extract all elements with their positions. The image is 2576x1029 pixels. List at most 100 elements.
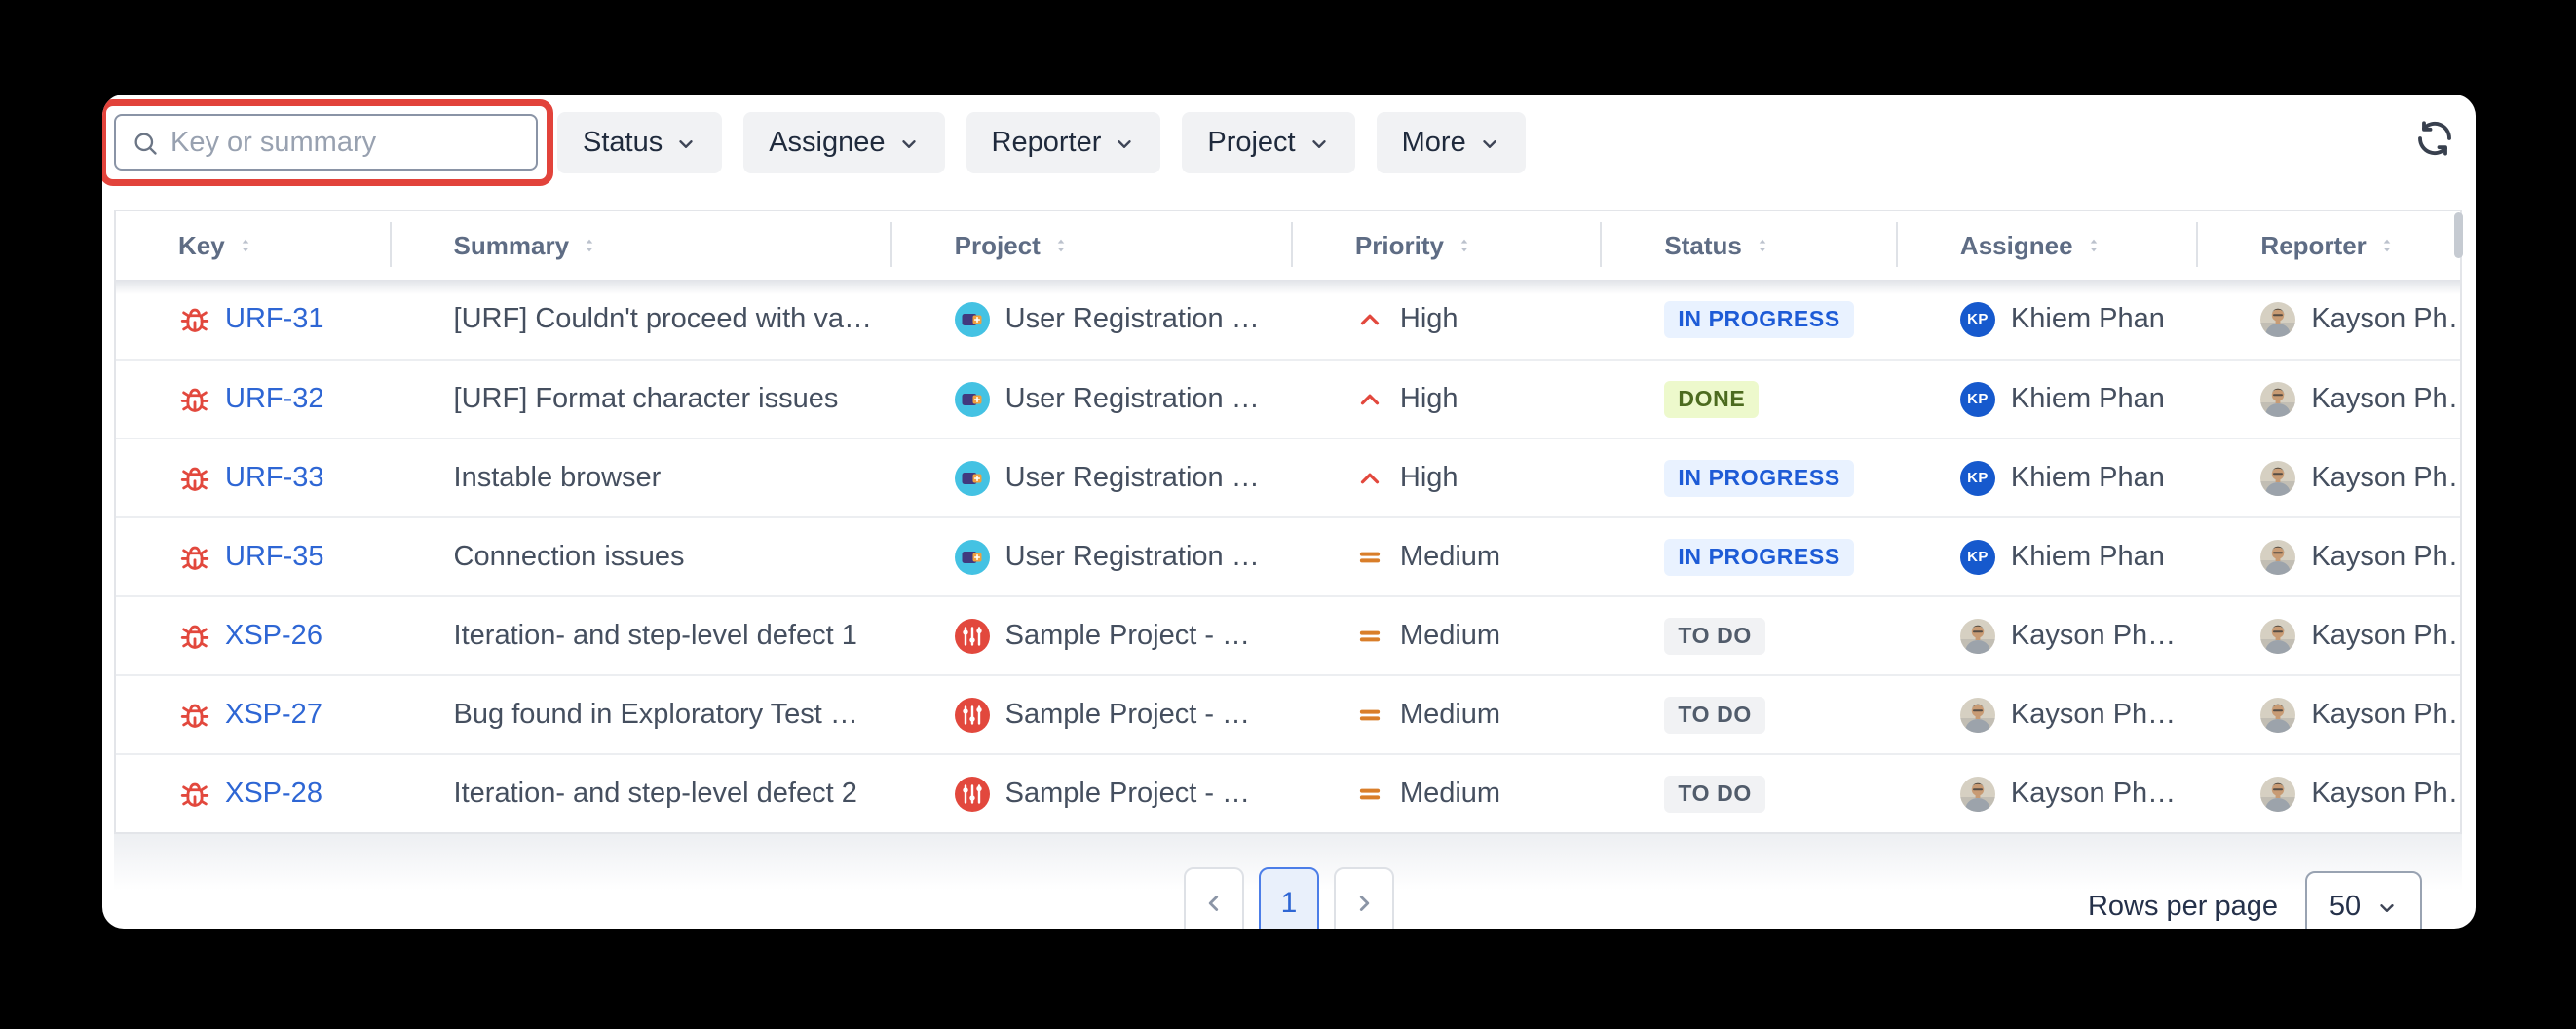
priority-medium-icon [1355,543,1384,572]
issue-navigator-panel: Status Assignee Reporter Project More [102,95,2476,929]
reporter-name: Kayson Ph… [2311,303,2458,334]
reporter-avatar [2260,382,2295,417]
project-avatar-sample-project-icon [955,777,990,812]
project-avatar-user-registration-icon [955,382,990,417]
sort-icon [2085,237,2102,254]
search-input[interactable] [170,116,531,169]
project-avatar-user-registration-icon [955,461,990,496]
priority-label: Medium [1399,541,1501,572]
status-badge: IN PROGRESS [1664,300,1854,338]
filter-assignee-button[interactable]: Assignee [743,112,945,173]
filter-reporter-button[interactable]: Reporter [966,112,1161,173]
table-row[interactable]: URF-35 Connection issues User Registrati… [116,516,2460,595]
table-body: URF-31 [URF] Couldn't proceed with va… U… [116,280,2460,832]
issue-key-link[interactable]: URF-35 [225,541,324,572]
header-cell-status[interactable]: Status [1602,211,1898,280]
priority-medium-icon [1355,622,1384,651]
assignee-name: Kayson Ph… [2010,699,2177,730]
bug-icon [178,383,211,416]
chevron-down-icon [675,133,697,155]
refresh-button[interactable] [2413,118,2456,161]
reporter-name: Kayson Ph… [2311,699,2458,730]
bug-icon [178,699,211,732]
issue-key-link[interactable]: XSP-27 [225,699,322,730]
filter-assignee-label: Assignee [769,127,886,158]
issue-summary: Connection issues [453,541,685,572]
search-field [114,114,538,171]
sort-icon [1754,237,1771,254]
table-row[interactable]: XSP-26 Iteration- and step-level defect … [116,595,2460,674]
header-cell-key[interactable]: Key [116,211,392,280]
issue-summary: Instable browser [453,462,662,493]
header-cell-assignee[interactable]: Assignee [1898,211,2199,280]
reporter-avatar [2260,777,2295,812]
priority-high-icon [1355,305,1384,334]
issue-key-link[interactable]: URF-31 [225,303,324,334]
header-cell-priority[interactable]: Priority [1293,211,1603,280]
issue-summary: [URF] Format character issues [453,383,839,414]
chevron-down-icon [898,133,920,155]
assignee-name: Kayson Ph… [2010,778,2177,809]
reporter-name: Kayson Ph… [2311,383,2458,414]
filter-status-button[interactable]: Status [557,112,723,173]
status-badge: IN PROGRESS [1664,459,1854,497]
reporter-avatar [2260,619,2295,654]
filter-more-button[interactable]: More [1376,112,1526,173]
page-1-button[interactable]: 1 [1259,867,1319,929]
sort-icon [2378,237,2396,254]
priority-label: Medium [1399,778,1501,809]
table-row[interactable]: XSP-27 Bug found in Exploratory Test … S… [116,674,2460,753]
reporter-name: Kayson Ph… [2311,462,2458,493]
status-badge: TO DO [1664,696,1765,734]
issue-summary: Bug found in Exploratory Test … [453,699,858,730]
priority-label: Medium [1399,620,1501,651]
filter-project-button[interactable]: Project [1182,112,1355,173]
search-icon [132,130,159,157]
chevron-down-icon [2376,897,2398,919]
priority-label: High [1399,383,1458,414]
assignee-name: Khiem Phan [2010,541,2165,572]
rows-per-page-select[interactable]: 50 [2305,871,2422,929]
prev-page-button[interactable] [1184,867,1244,929]
filter-status-label: Status [583,127,663,158]
table-row[interactable]: URF-31 [URF] Couldn't proceed with va… U… [116,280,2460,359]
bug-icon [178,541,211,574]
rows-per-page-value: 50 [2329,890,2362,922]
chevron-down-icon [1479,133,1500,155]
issue-key-link[interactable]: URF-33 [225,462,324,493]
refresh-icon [2415,119,2454,158]
project-name: Sample Project - … [1004,699,1251,730]
next-page-button[interactable] [1334,867,1394,929]
reporter-name: Kayson Ph… [2311,541,2458,572]
sort-icon [237,237,254,254]
assignee-avatar [1960,619,1995,654]
scrollbar-thumb[interactable] [2454,212,2463,258]
header-cell-project[interactable]: Project [892,211,1294,280]
issue-key-link[interactable]: URF-32 [225,383,324,414]
chevron-right-icon [1351,891,1377,916]
table-row[interactable]: URF-32 [URF] Format character issues Use… [116,359,2460,438]
sort-icon [1052,237,1070,254]
assignee-name: Khiem Phan [2010,383,2165,414]
assignee-avatar: KP [1959,460,1995,496]
issue-summary: Iteration- and step-level defect 2 [453,778,857,809]
filter-reporter-label: Reporter [991,127,1102,158]
table-row[interactable]: XSP-28 Iteration- and step-level defect … [116,753,2460,832]
table-row[interactable]: URF-33 Instable browser User Registratio… [116,438,2460,516]
priority-high-icon [1355,385,1384,414]
issue-summary: [URF] Couldn't proceed with va… [453,303,872,334]
project-name: Sample Project - … [1004,778,1251,809]
reporter-name: Kayson Ph… [2311,778,2458,809]
header-cell-reporter[interactable]: Reporter [2198,211,2460,280]
priority-label: High [1399,462,1458,493]
priority-label: High [1399,303,1458,334]
issue-key-link[interactable]: XSP-28 [225,778,322,809]
header-cell-summary[interactable]: Summary [392,211,892,280]
project-name: User Registration … [1004,383,1260,414]
assignee-avatar: KP [1959,381,1995,417]
reporter-name: Kayson Ph… [2311,620,2458,651]
chevron-down-icon [1308,133,1330,155]
reporter-avatar [2260,461,2295,496]
issue-key-link[interactable]: XSP-26 [225,620,322,651]
